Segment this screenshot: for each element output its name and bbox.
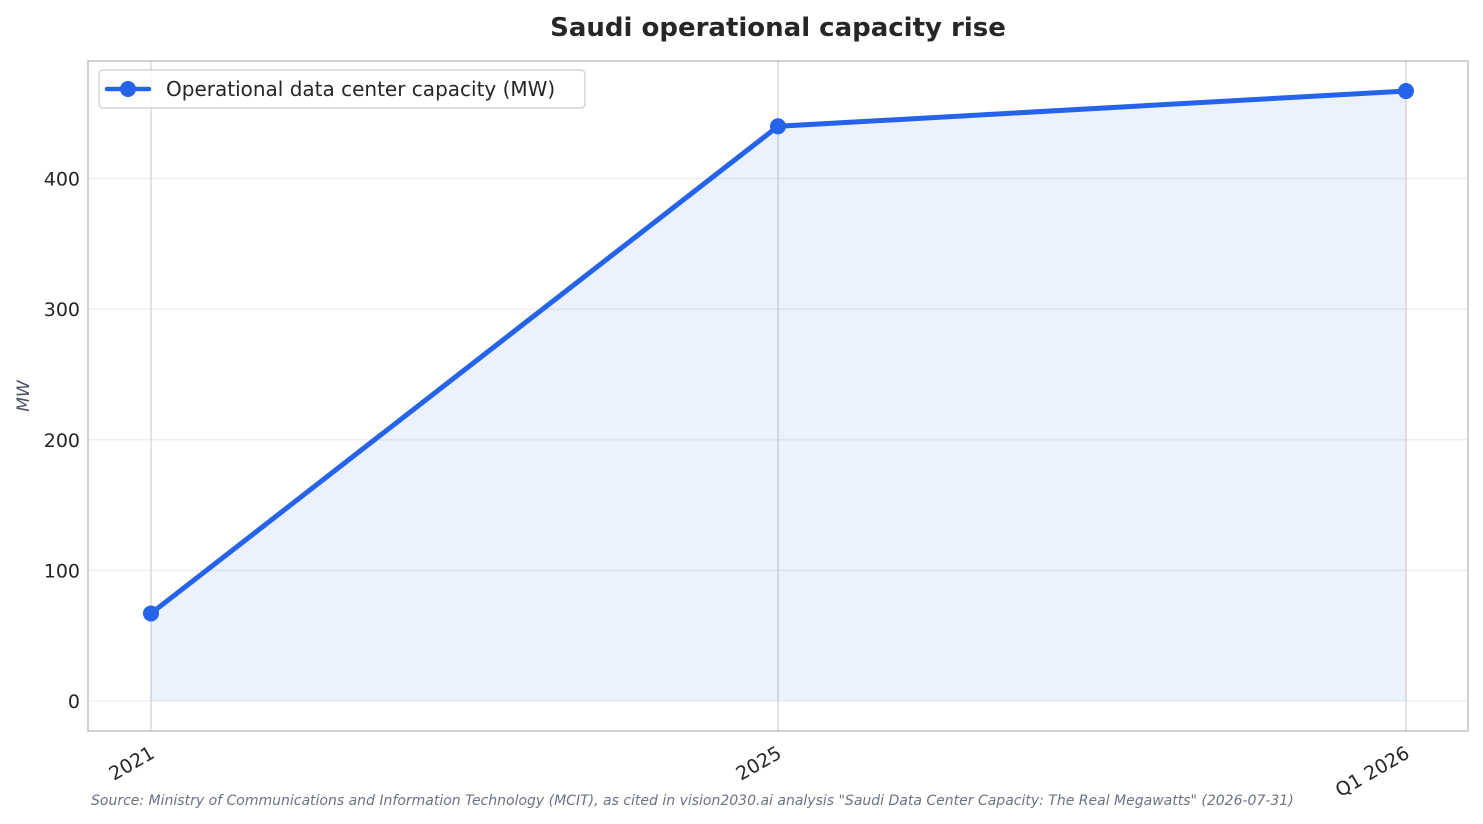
legend-label: Operational data center capacity (MW)	[166, 77, 555, 101]
legend-marker-swatch	[120, 81, 136, 97]
data-point-q1-2026	[1398, 83, 1414, 100]
plot-frame	[87, 60, 1469, 732]
chart-title: Saudi operational capacity rise	[550, 13, 1006, 43]
data-point-2021	[143, 605, 159, 622]
data-point-2025	[770, 118, 786, 135]
source-note: Source: Ministry of Communications and I…	[91, 793, 1294, 809]
legend-box	[98, 69, 586, 109]
y-axis-label: MW	[14, 379, 34, 412]
series-area	[151, 91, 1406, 701]
grid-lines	[88, 61, 1468, 731]
legend: Operational data center capacity (MW)	[98, 69, 586, 109]
area-fill	[151, 91, 1406, 701]
y-tick-label: 300	[44, 299, 80, 321]
y-axis-ticks: 0 100 200 300 400	[44, 169, 80, 713]
y-tick-label: 100	[44, 560, 80, 582]
series-points	[143, 83, 1414, 622]
y-tick-label: 400	[44, 169, 80, 191]
y-tick-label: 200	[44, 430, 80, 452]
y-tick-label: 0	[68, 691, 80, 713]
